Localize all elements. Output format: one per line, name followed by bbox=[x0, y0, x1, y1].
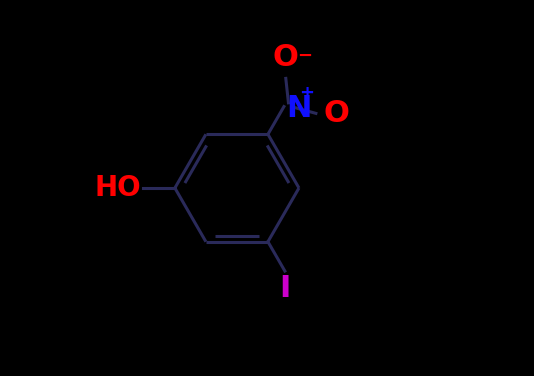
Text: −: − bbox=[297, 47, 312, 64]
Text: O: O bbox=[273, 43, 299, 72]
Text: N: N bbox=[287, 94, 312, 123]
Text: I: I bbox=[279, 274, 290, 303]
Text: O: O bbox=[324, 99, 349, 128]
Text: +: + bbox=[299, 84, 314, 102]
Text: HO: HO bbox=[95, 174, 141, 202]
